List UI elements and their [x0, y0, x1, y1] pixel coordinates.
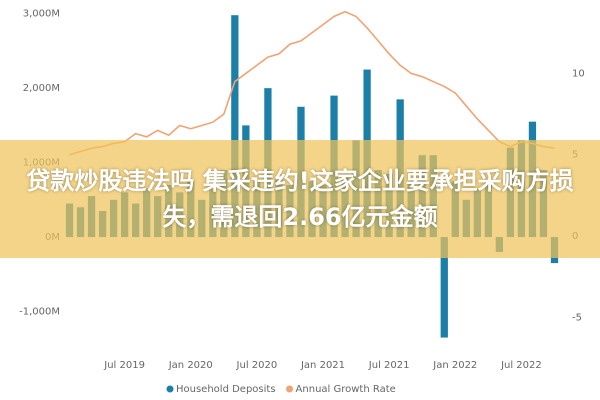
y-tick-label: 3,000M [23, 9, 60, 20]
x-tick-label: Jan 2020 [168, 360, 213, 371]
y2-tick-label: -5 [572, 312, 582, 323]
bar [231, 15, 239, 238]
headline-banner: 贷款炒股违法吗 集采违约!这家企业要承担采购方损失，需退回2.66亿元金额 [0, 140, 600, 258]
x-tick-label: Jul 2019 [103, 360, 145, 371]
y-tick-label: -1,000M [19, 307, 60, 318]
bar [440, 237, 448, 338]
x-tick-label: Jul 2022 [500, 360, 542, 371]
x-tick-label: Jul 2021 [368, 360, 410, 371]
legend-marker [286, 385, 294, 393]
line [69, 10, 555, 156]
x-tick-label: Jan 2022 [432, 360, 477, 371]
y2-tick-label: 10 [572, 68, 585, 79]
x-tick-label: Jan 2021 [300, 360, 345, 371]
y-tick-label: 2,000M [23, 83, 60, 94]
x-tick-label: Jul 2020 [236, 360, 278, 371]
legend-label: Annual Growth Rate [296, 384, 396, 395]
legend-marker [166, 385, 174, 393]
legend-label: Household Deposits [176, 384, 276, 395]
